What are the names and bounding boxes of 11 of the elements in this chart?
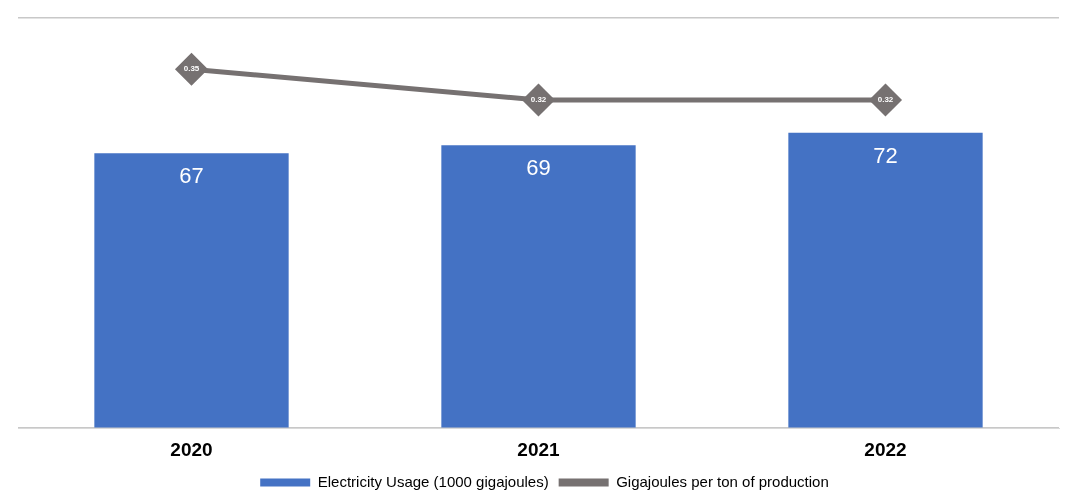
data-label: 67 (179, 163, 204, 189)
data-label: 72 (873, 142, 898, 168)
data-label: 0.32 (877, 95, 894, 105)
legend-label: Electricity Usage (1000 gigajoules) (317, 472, 549, 490)
data-label: 0.32 (530, 95, 547, 105)
x-tick-label: 2022 (864, 438, 907, 460)
legend-label: Gigajoules per ton of production (616, 472, 829, 490)
x-tick-label: 2021 (517, 438, 561, 460)
data-label: 69 (526, 155, 551, 181)
data-label: 0.35 (183, 64, 200, 74)
x-tick-label: 2020 (170, 438, 213, 460)
